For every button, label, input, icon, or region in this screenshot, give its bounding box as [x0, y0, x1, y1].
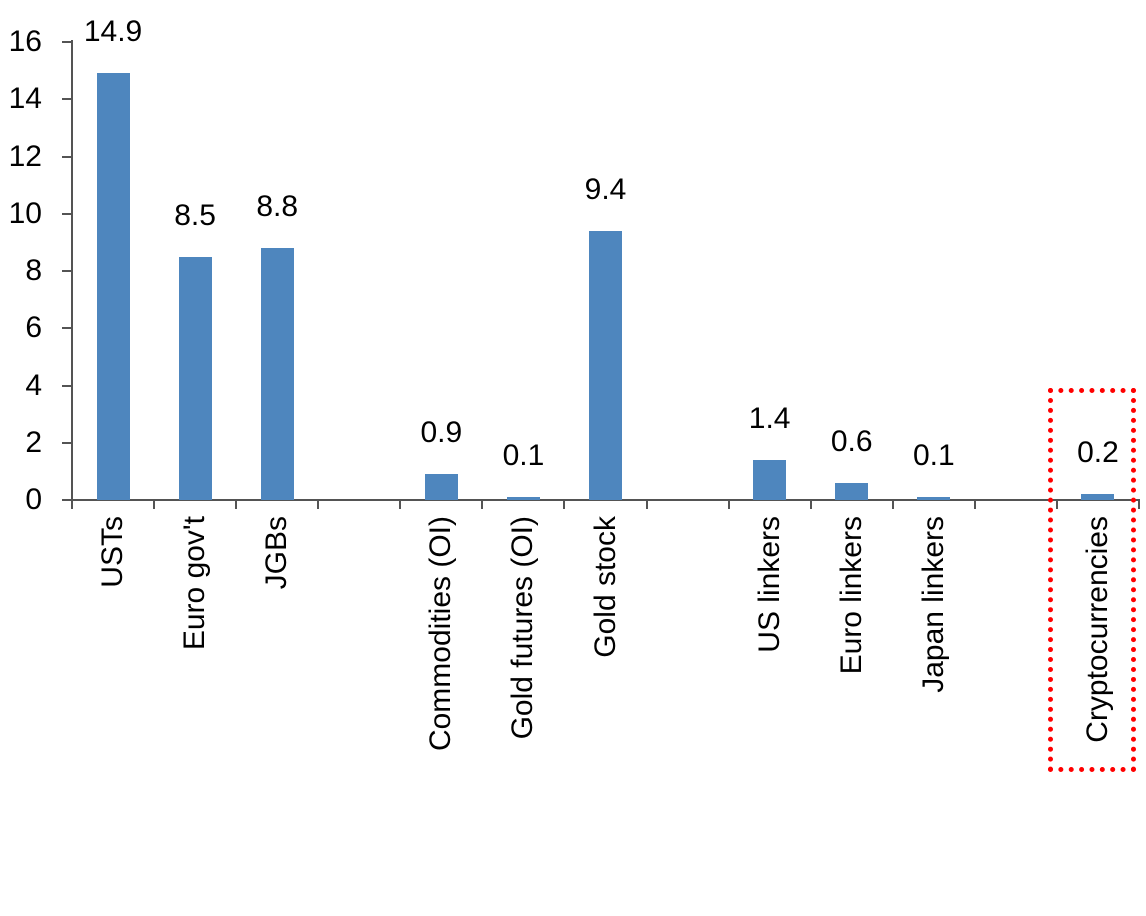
x-axis-tick — [563, 500, 566, 509]
y-axis-line — [71, 40, 73, 509]
category-label-us-linkers: US linkers — [752, 516, 786, 653]
bar-commodities-oi — [424, 474, 458, 500]
value-label-cryptocurrencies: 0.2 — [1077, 436, 1119, 470]
x-axis-tick — [153, 500, 156, 509]
value-label-usts: 14.9 — [83, 15, 143, 49]
bar-cryptocurrencies — [1081, 494, 1115, 500]
bar-jgbs — [260, 248, 294, 500]
y-axis-tick — [62, 155, 72, 158]
value-label-gold-stock: 9.4 — [584, 172, 627, 206]
value-label-euro-linkers: 0.6 — [830, 424, 873, 458]
y-axis-tick-label: 16 — [8, 25, 42, 58]
x-axis-tick — [399, 500, 402, 509]
bar-euro-gov-t — [178, 256, 212, 500]
y-axis-tick — [62, 441, 72, 444]
y-axis-tick-label: 4 — [25, 368, 42, 402]
y-axis-tick-label: 0 — [25, 483, 42, 516]
x-axis-tick — [317, 500, 320, 509]
category-label-gold-stock: Gold stock — [588, 516, 622, 658]
y-axis-tick — [62, 212, 72, 215]
x-axis-tick — [481, 500, 484, 509]
y-axis-tick — [62, 384, 72, 387]
y-axis-tick-label: 12 — [8, 139, 42, 173]
category-label-commodities-oi: Commodities (OI) — [424, 516, 458, 752]
x-axis-tick — [645, 500, 648, 509]
x-axis-tick — [727, 500, 730, 509]
y-axis-tick-label: 6 — [25, 311, 42, 345]
bar-japan-linkers — [917, 497, 951, 500]
y-axis-tick — [62, 327, 72, 330]
value-label-us-linkers: 1.4 — [748, 401, 791, 435]
y-axis-tick-label: 8 — [25, 254, 42, 287]
bar-us-linkers — [753, 459, 787, 500]
bar-chart: 0 2 4 6 8 10 12 14 16 14.9 USTs 8.5 Euro gov't 8.8 JGB… — [8, 15, 1140, 772]
category-label-gold-futures-oi: Gold futures (OI) — [506, 516, 540, 740]
y-axis-tick — [62, 499, 72, 501]
value-label-euro-gov-t: 8.5 — [174, 198, 216, 232]
bar-gold-stock — [589, 230, 622, 500]
bar-euro-linkers — [835, 482, 869, 500]
category-label-jgbs: JGBs — [260, 516, 294, 590]
category-label-euro-gov-t: Euro gov't — [178, 516, 212, 651]
category-label-usts: USTs — [96, 516, 130, 588]
x-axis-line — [62, 499, 1140, 501]
value-label-gold-futures-oi: 0.1 — [502, 439, 545, 473]
x-axis-tick — [1055, 500, 1058, 509]
value-label-jgbs: 8.8 — [256, 190, 299, 224]
y-axis-tick-label: 14 — [8, 82, 42, 116]
bar-gold-futures-oi — [506, 497, 540, 500]
x-axis-tick — [1138, 500, 1140, 509]
y-axis-tick — [62, 41, 72, 43]
category-label-japan-linkers: Japan linkers — [916, 516, 950, 693]
x-axis-tick — [891, 500, 894, 509]
y-axis-tick-label: 2 — [25, 425, 42, 459]
y-axis-tick — [62, 98, 72, 101]
y-axis-tick — [62, 270, 72, 272]
value-label-commodities-oi: 0.9 — [420, 416, 463, 450]
category-label-euro-linkers: Euro linkers — [834, 516, 868, 675]
highlight-box-cryptocurrencies — [1047, 388, 1136, 772]
bar-usts — [96, 73, 130, 500]
x-axis-tick — [235, 500, 238, 509]
x-axis-tick — [973, 500, 976, 509]
y-axis-tick-label: 10 — [8, 196, 42, 230]
x-axis-tick — [809, 500, 812, 509]
value-label-japan-linkers: 0.1 — [912, 439, 955, 473]
